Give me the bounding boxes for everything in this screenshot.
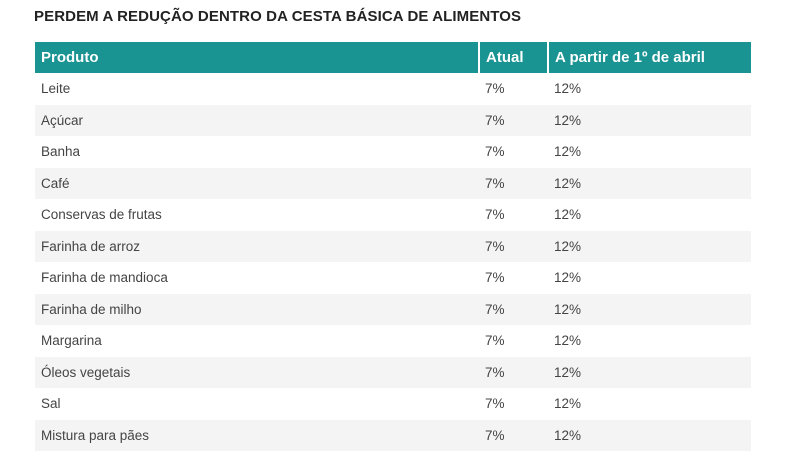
cell-novo: 12% xyxy=(554,364,582,380)
cell-atual: 7% xyxy=(485,207,505,223)
tax-table: Produto Atual A partir de 1º de abril Le… xyxy=(35,42,751,451)
table-row: Café 7% 12% xyxy=(35,167,751,199)
table-body: Leite 7% 12% Açúcar 7% 12% Banha 7% 12% … xyxy=(35,73,751,451)
cell-produto: Conservas de frutas xyxy=(41,207,162,223)
cell-atual: 7% xyxy=(485,238,505,254)
table-row: Mistura para pães 7% 12% xyxy=(35,419,751,451)
cell-produto: Leite xyxy=(41,81,71,97)
table-row: Farinha de mandioca 7% 12% xyxy=(35,262,751,294)
cell-produto: Farinha de mandioca xyxy=(41,270,168,286)
table-header: Produto Atual A partir de 1º de abril xyxy=(35,42,751,73)
cell-novo: 12% xyxy=(554,333,582,349)
cell-atual: 7% xyxy=(485,396,505,412)
cell-produto: Farinha de milho xyxy=(41,301,142,317)
cell-novo: 12% xyxy=(554,238,582,254)
table-row: Margarina 7% 12% xyxy=(35,325,751,357)
header-row: Produto Atual A partir de 1º de abril xyxy=(35,42,751,73)
cell-produto: Mistura para pães xyxy=(41,427,150,443)
column-header-atual: Atual xyxy=(478,42,548,73)
cell-atual: 7% xyxy=(485,112,505,128)
cell-novo: 12% xyxy=(554,112,582,128)
cell-novo: 12% xyxy=(554,427,582,443)
cell-novo: 12% xyxy=(554,144,582,160)
table-row: Banha 7% 12% xyxy=(35,136,751,168)
cell-novo: 12% xyxy=(554,81,582,97)
column-header-a-partir: A partir de 1º de abril xyxy=(547,42,751,73)
page-title: PERDEM A REDUÇÃO DENTRO DA CESTA BÁSICA … xyxy=(34,8,522,25)
table-row: Leite 7% 12% xyxy=(35,73,751,105)
cell-atual: 7% xyxy=(485,427,505,443)
cell-novo: 12% xyxy=(554,270,582,286)
cell-produto: Óleos vegetais xyxy=(41,364,131,380)
cell-produto: Açúcar xyxy=(41,112,84,128)
cell-novo: 12% xyxy=(554,207,582,223)
cell-atual: 7% xyxy=(485,301,505,317)
table-row: Farinha de arroz 7% 12% xyxy=(35,230,751,262)
cell-produto: Banha xyxy=(41,144,81,160)
cell-produto: Café xyxy=(41,175,70,191)
cell-atual: 7% xyxy=(485,81,505,97)
table-row: Óleos vegetais 7% 12% xyxy=(35,356,751,388)
cell-produto: Farinha de arroz xyxy=(41,238,141,254)
cell-novo: 12% xyxy=(554,396,582,412)
cell-novo: 12% xyxy=(554,175,582,191)
cell-produto: Margarina xyxy=(41,333,102,349)
column-header-produto: Produto xyxy=(41,49,99,66)
table-row: Sal 7% 12% xyxy=(35,388,751,420)
cell-atual: 7% xyxy=(485,144,505,160)
table-row: Farinha de milho 7% 12% xyxy=(35,293,751,325)
table-row: Conservas de frutas 7% 12% xyxy=(35,199,751,231)
cell-atual: 7% xyxy=(485,364,505,380)
cell-novo: 12% xyxy=(554,301,582,317)
table-row: Açúcar 7% 12% xyxy=(35,104,751,136)
cell-produto: Sal xyxy=(41,396,61,412)
cell-atual: 7% xyxy=(485,270,505,286)
cell-atual: 7% xyxy=(485,333,505,349)
cell-atual: 7% xyxy=(485,175,505,191)
